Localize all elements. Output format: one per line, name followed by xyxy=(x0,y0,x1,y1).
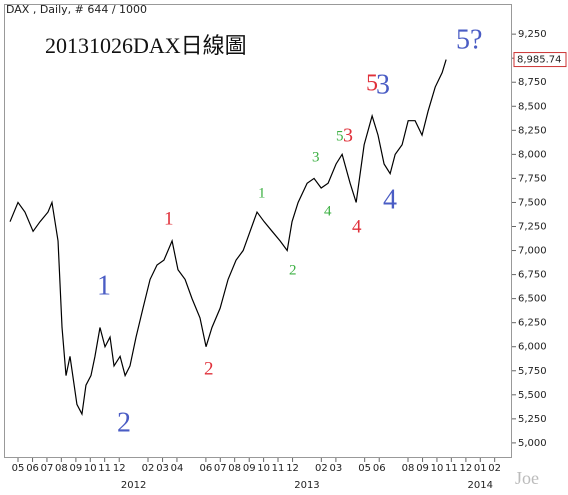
y-tick-label: 5,250 xyxy=(518,414,547,425)
wave-label: 3 xyxy=(376,69,390,100)
x-tick-label: 10 xyxy=(84,463,97,474)
x-tick-label: 02 xyxy=(142,463,155,474)
x-tick-label: 12 xyxy=(286,463,299,474)
y-tick-label: 7,750 xyxy=(518,173,547,184)
x-tick-label: 11 xyxy=(445,463,458,474)
x-tick-label: 10 xyxy=(431,463,444,474)
wave-label: 5? xyxy=(456,24,482,55)
x-tick-label: 03 xyxy=(156,463,169,474)
x-tick-label: 05 xyxy=(358,463,371,474)
x-tick-label: 06 xyxy=(373,463,386,474)
y-tick-label: 9,250 xyxy=(518,29,547,40)
x-tick-label: 11 xyxy=(272,463,285,474)
y-tick-label: 7,500 xyxy=(518,197,547,208)
y-tick-label: 6,500 xyxy=(518,294,547,305)
wave-label: 1 xyxy=(258,185,266,201)
price-line xyxy=(9,59,447,416)
last-price-box xyxy=(513,52,567,68)
x-tick-label: 09 xyxy=(416,463,429,474)
year-label: 2013 xyxy=(294,480,319,491)
x-tick-label: 07 xyxy=(41,463,54,474)
y-tick-label: 6,000 xyxy=(518,342,547,353)
x-tick-label: 04 xyxy=(171,463,184,474)
x-tick-label: 06 xyxy=(200,463,213,474)
last-price-label: 8,985.74 xyxy=(517,55,562,66)
wave-label: 4 xyxy=(352,216,362,237)
wave-label: 2 xyxy=(204,358,214,379)
year-label: 2014 xyxy=(468,480,493,491)
y-tick-label: 7,250 xyxy=(518,221,547,232)
wave-label: 1 xyxy=(97,270,111,301)
x-tick-label: 12 xyxy=(460,463,473,474)
wave-label: 5 xyxy=(336,128,344,144)
x-tick-label: 10 xyxy=(257,463,270,474)
x-tick-label: 07 xyxy=(214,463,227,474)
wave-label: 3 xyxy=(343,125,353,147)
wave-label: 2 xyxy=(289,262,297,278)
y-tick-label: 8,000 xyxy=(518,149,547,160)
x-tick-label: 11 xyxy=(98,463,111,474)
chart-subtitle: DAX , Daily, # 644 / 1000 xyxy=(6,3,147,16)
x-tick-label: 08 xyxy=(55,463,68,474)
x-tick-label: 12 xyxy=(113,463,126,474)
x-tick-label: 02 xyxy=(488,463,501,474)
y-tick-label: 7,000 xyxy=(518,246,547,257)
y-tick-label: 5,500 xyxy=(518,390,547,401)
y-tick-label: 5,750 xyxy=(518,366,547,377)
y-tick-label: 8,750 xyxy=(518,77,547,88)
x-tick-label: 01 xyxy=(474,463,487,474)
x-tick-label: 02 xyxy=(315,463,328,474)
y-tick-label: 6,250 xyxy=(518,318,547,329)
watermark: Joe xyxy=(515,468,539,488)
wave-label: 2 xyxy=(117,407,131,438)
x-tick-label: 08 xyxy=(402,463,415,474)
y-tick-label: 8,250 xyxy=(518,125,547,136)
x-tick-label: 09 xyxy=(70,463,83,474)
y-tick-label: 8,500 xyxy=(518,101,547,112)
x-tick-label: 05 xyxy=(12,463,25,474)
year-label: 2012 xyxy=(121,480,146,491)
wave-label: 5 xyxy=(366,71,378,97)
y-tick-label: 6,750 xyxy=(518,270,547,281)
y-tick-label: 5,000 xyxy=(518,438,547,449)
wave-label: 3 xyxy=(312,149,320,165)
x-tick-label: 09 xyxy=(243,463,256,474)
x-tick-label: 08 xyxy=(228,463,241,474)
wave-label: 1 xyxy=(164,208,174,229)
x-tick-label: 06 xyxy=(26,463,39,474)
chart-title: 20131026DAX日線圖 xyxy=(45,33,247,58)
wave-label: 4 xyxy=(383,184,397,215)
x-tick-label: 03 xyxy=(330,463,343,474)
plot-frame xyxy=(4,4,512,458)
wave-label: 4 xyxy=(324,203,332,219)
